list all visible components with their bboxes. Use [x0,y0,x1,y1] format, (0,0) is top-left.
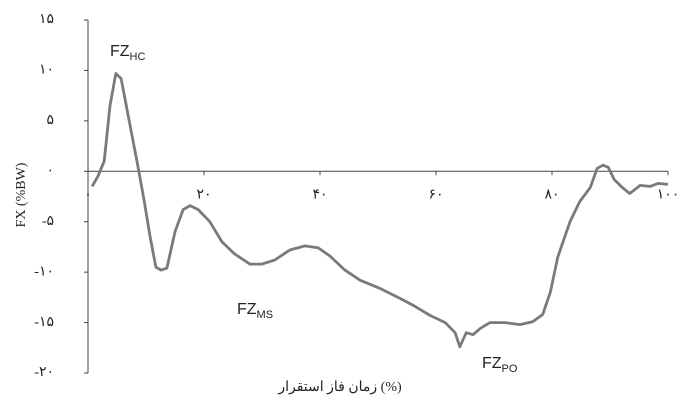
x-tick-label: ۸۰ [544,188,559,203]
y-tick-label: -۲۰ [34,365,54,380]
x-tick-label: ۱۰۰ [657,188,680,203]
annotation-text: FZ [237,301,257,318]
y-tick-label: ۱۰ [39,63,54,78]
annotation: FZPO [482,355,518,375]
annotation-text: FZ [482,355,502,372]
x-tick-label: ۲۰ [196,188,211,203]
data-line [90,72,669,349]
x-tick-label: ۰ [84,188,92,203]
annotation-subscript: HC [130,51,146,63]
y-tick-label: -۱۰ [34,264,54,279]
y-tick-label: ۵ [46,113,54,128]
y-tick-label: -۱۵ [34,315,54,330]
x-tick-label: ۶۰ [428,188,443,203]
annotation: FZHC [110,43,145,63]
y-tick-label: -۵ [42,214,54,229]
annotation-subscript: PO [502,363,518,375]
y-axis-title: FX (%BW) [14,162,29,227]
x-tick-label: ۴۰ [312,188,327,203]
y-tick-label: ۰ [46,164,54,179]
x-axis-title: زمان فاز استقرار (%) [277,380,402,395]
annotation: FZMS [237,301,273,321]
y-tick-label: ۱۵ [39,12,54,27]
annotation-subscript: MS [257,309,274,321]
annotation-text: FZ [110,43,130,60]
